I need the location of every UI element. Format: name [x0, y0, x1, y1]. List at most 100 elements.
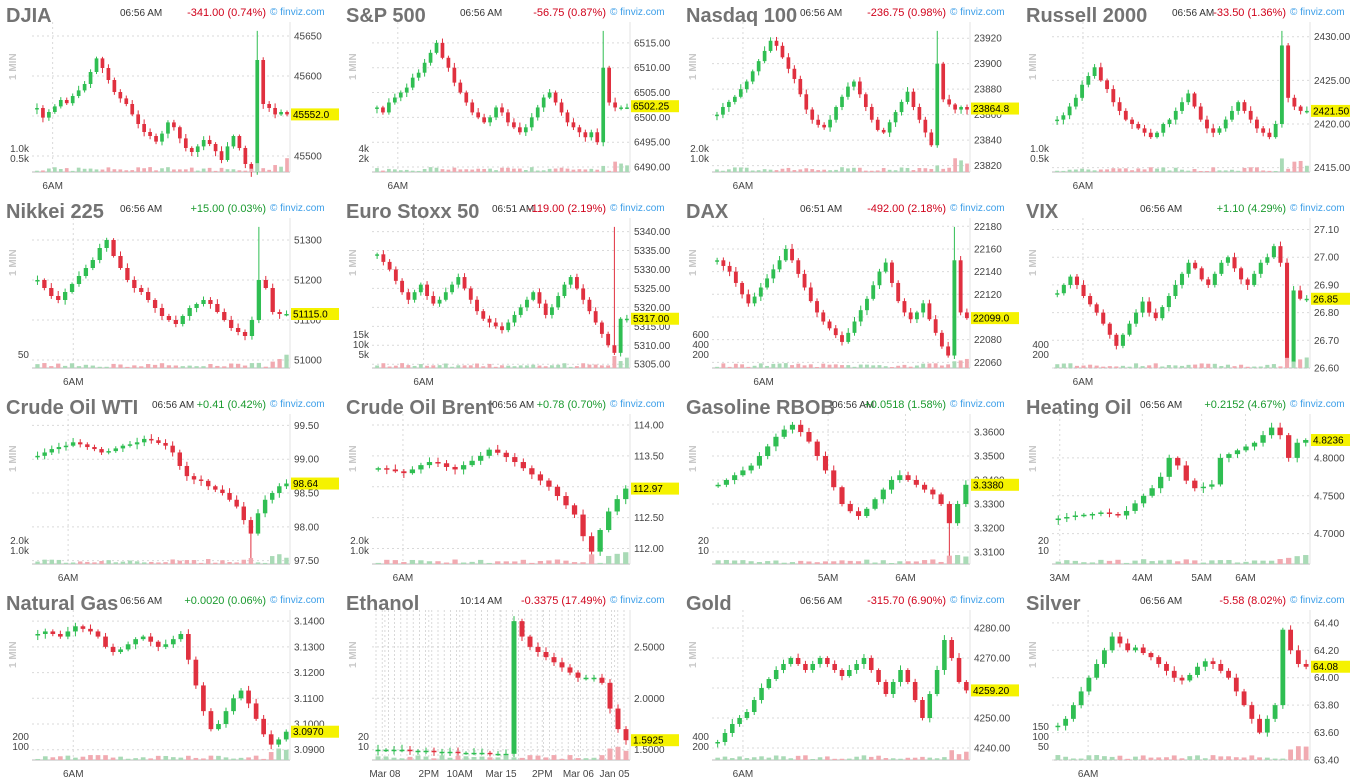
volume-bar — [927, 757, 933, 760]
candle-body — [1273, 124, 1278, 138]
volume-bar — [416, 170, 421, 172]
y-tick-label: 51000 — [294, 356, 322, 367]
volume-bar — [599, 755, 605, 760]
y-tick-label: 112.50 — [634, 513, 664, 524]
volume-bar — [1210, 755, 1216, 760]
volume-bar — [1200, 562, 1206, 564]
candle-body — [547, 92, 552, 98]
candle-body — [1286, 435, 1292, 458]
y-tick-label: 2425.00 — [1314, 76, 1350, 87]
candle-body — [852, 321, 857, 333]
volume-bar — [1258, 366, 1263, 368]
volume-bar — [469, 561, 475, 564]
volume-bar — [375, 168, 379, 172]
candle-body — [78, 442, 83, 445]
chart-time: 06:56 AM — [1140, 204, 1183, 215]
volume-bar — [939, 365, 944, 368]
candle-body — [529, 468, 535, 475]
candle-body — [952, 260, 957, 356]
volume-tick-label: 1.0k — [1030, 144, 1050, 155]
candle-body — [220, 489, 225, 494]
volume-bar — [170, 757, 176, 760]
candle-body — [581, 288, 586, 300]
candle-body — [481, 311, 486, 319]
volume-bar — [1279, 158, 1284, 172]
candle-body — [1257, 718, 1262, 733]
candle-body — [47, 112, 51, 118]
candle-body — [715, 742, 720, 744]
candle-body — [125, 644, 131, 650]
candle-body — [469, 460, 475, 466]
interval-label: 1 MIN — [1028, 641, 1039, 668]
candle-body — [1072, 515, 1078, 518]
candle-body — [1098, 512, 1104, 514]
candle-body — [1241, 691, 1247, 706]
volume-bar — [512, 366, 517, 368]
candle-body — [88, 628, 93, 632]
candle-body — [563, 496, 569, 506]
volume-bar — [464, 169, 469, 172]
volume-bar — [1284, 357, 1290, 368]
candle-body — [1209, 484, 1215, 487]
candle-body — [898, 670, 903, 682]
candle-body — [475, 299, 479, 312]
volume-bar — [831, 561, 837, 564]
chart-tile: 3.1400 3.1300 3.1200 3.1100 3.1000 3.0900 6AM 2… — [0, 588, 340, 784]
volume-bar — [795, 755, 801, 760]
volume-bar — [788, 758, 794, 760]
candle-body — [875, 119, 880, 130]
volume-tick-label: 2.0k — [690, 144, 710, 155]
volume-bar — [846, 365, 851, 368]
volume-bar — [132, 365, 137, 368]
volume-bar — [1209, 560, 1215, 564]
candle-body — [854, 664, 859, 670]
candle-body — [156, 440, 161, 443]
candle-body — [543, 303, 548, 315]
candle-body — [732, 96, 737, 102]
volume-bar — [255, 163, 260, 172]
volume-bar — [527, 755, 533, 760]
volume-bar — [766, 757, 772, 760]
volume-bar — [261, 168, 266, 172]
candle-body — [756, 456, 762, 466]
candle-body — [50, 631, 56, 634]
volume-bar — [488, 168, 492, 172]
volume-bar — [786, 167, 791, 172]
candle-body — [941, 63, 946, 100]
candle-body — [938, 494, 944, 504]
candle-body — [1166, 296, 1171, 308]
volume-bar — [593, 364, 598, 368]
volume-bar — [1098, 169, 1103, 172]
y-tick-label: 4.8000 — [1314, 453, 1345, 464]
candle-body — [880, 489, 886, 500]
chart-time: 06:51 AM — [492, 204, 535, 215]
candle-body — [418, 465, 424, 470]
candle-body — [1120, 334, 1125, 346]
y-tick-label: 27.10 — [1314, 225, 1339, 236]
volume-bar — [506, 167, 510, 172]
x-tick-label: Jan 05 — [600, 769, 630, 780]
volume-bar — [215, 365, 220, 368]
y-tick-label: 3.1400 — [294, 617, 325, 628]
volume-bar — [118, 756, 123, 760]
volume-bar — [869, 170, 874, 172]
volume-bar — [443, 562, 450, 564]
volume-bar — [571, 169, 576, 172]
volume-bar — [817, 757, 823, 760]
volume-bar — [387, 168, 391, 172]
volume-bar — [154, 170, 158, 172]
volume-bar — [470, 169, 475, 172]
volume-bar — [930, 559, 936, 564]
candle-body — [493, 322, 498, 327]
candle-body — [506, 112, 510, 123]
candle-body — [1064, 517, 1070, 519]
volume-bar — [446, 169, 451, 172]
candle-body — [1258, 262, 1263, 274]
volume-bar — [56, 559, 62, 564]
x-tick-label: 3AM — [1049, 573, 1070, 584]
volume-bar — [76, 167, 81, 172]
volume-bar — [810, 758, 816, 760]
volume-bar — [1230, 169, 1234, 172]
chart-tile: 4.8000 4.7500 4.7000 3AM 4AM 5AM 6AM 20 10 4.8236… — [1020, 392, 1350, 588]
